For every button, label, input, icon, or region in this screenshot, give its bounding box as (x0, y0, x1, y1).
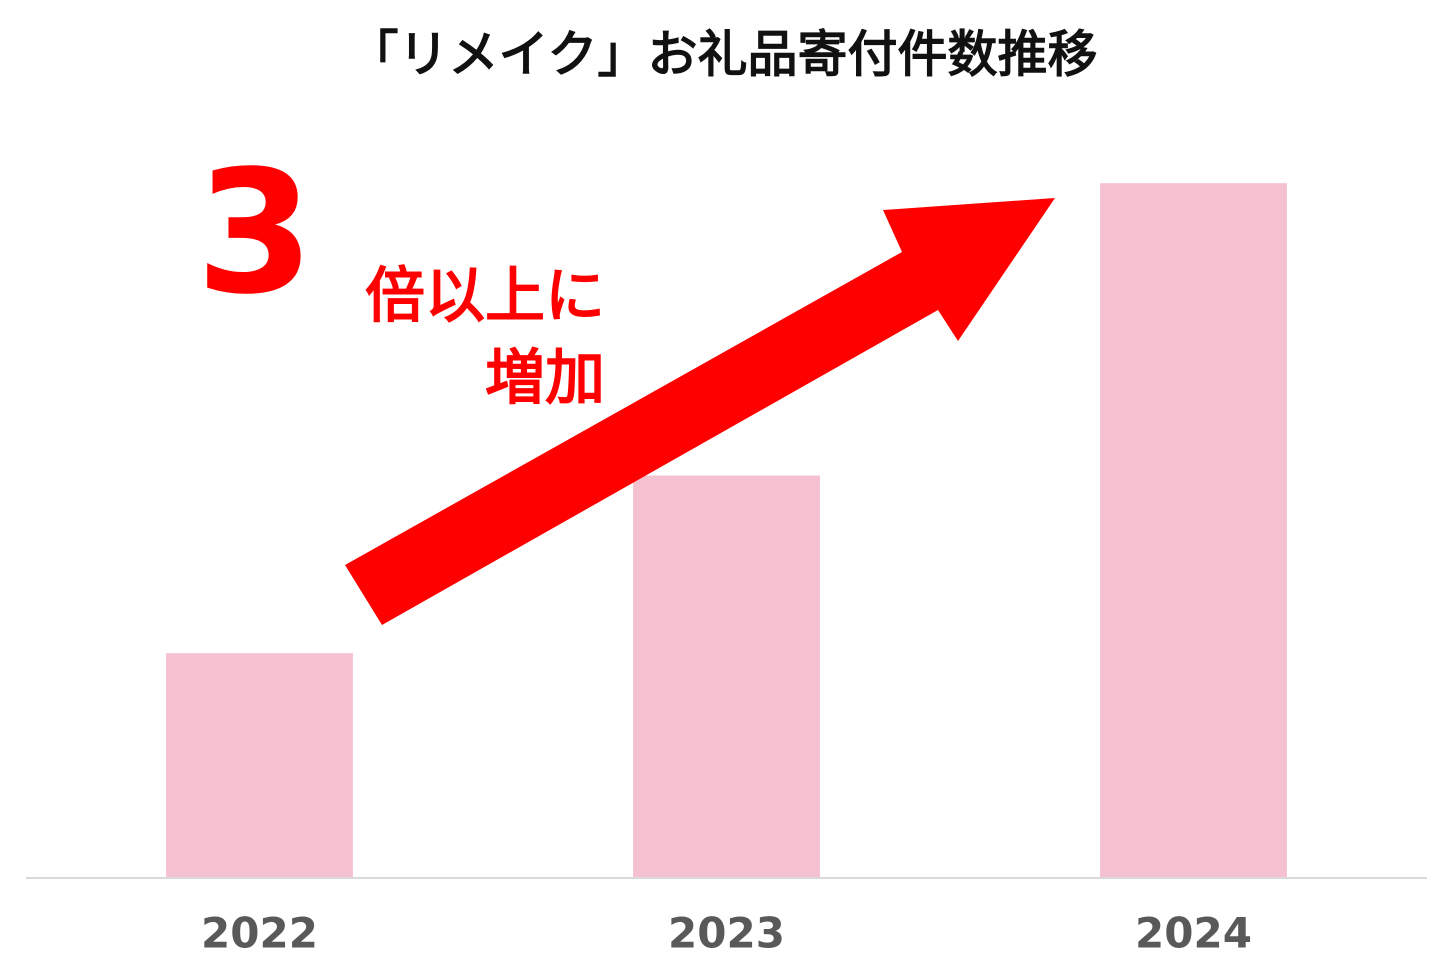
annotation-text: 増加 (485, 344, 605, 414)
bar (166, 653, 353, 878)
x-tick-label: 2024 (1135, 909, 1252, 958)
annotation-text: 倍以上に (365, 262, 605, 332)
growth-arrow (345, 198, 1055, 625)
chart-title: 「リメイク」お礼品寄付件数推移 (349, 26, 1098, 84)
bar (633, 475, 820, 878)
bar (1100, 183, 1287, 879)
x-tick-label: 2023 (668, 909, 785, 958)
annotation-number: 3 (196, 134, 314, 332)
x-tick-label: 2022 (201, 909, 318, 958)
